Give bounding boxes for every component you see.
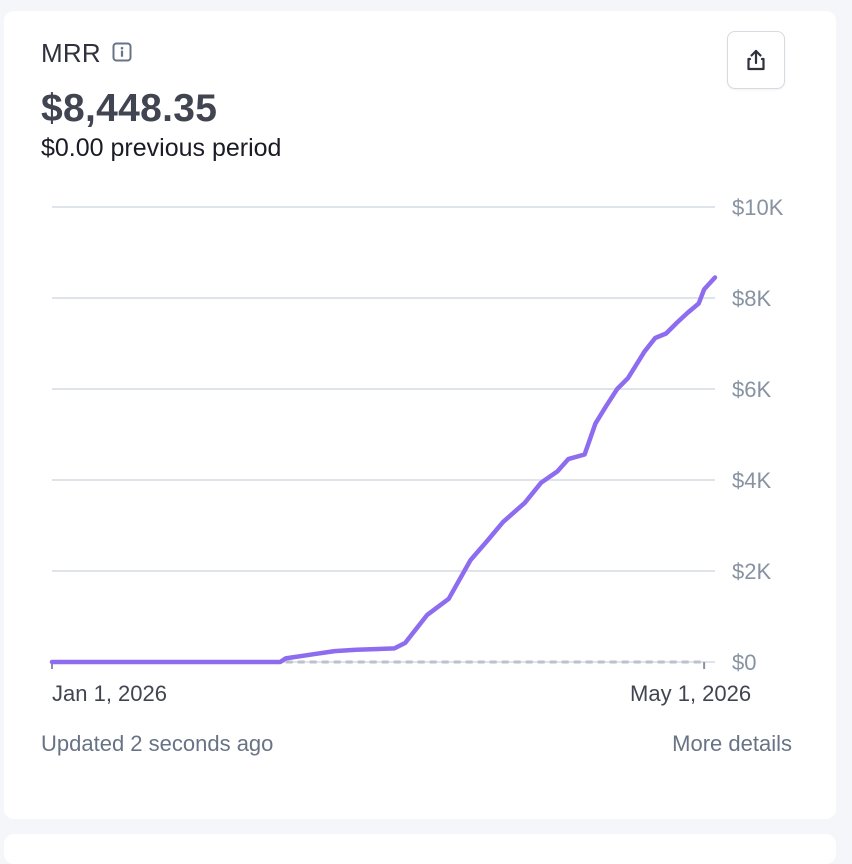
y-tick-label: $4K <box>732 468 771 493</box>
info-icon[interactable] <box>112 42 132 62</box>
x-tick-label: Jan 1, 2026 <box>52 681 167 706</box>
y-tick-label: $0 <box>732 650 756 675</box>
mrr-card <box>4 11 836 819</box>
more-details-link[interactable]: More details <box>672 731 792 756</box>
share-icon <box>747 49 765 71</box>
y-tick-label: $8K <box>732 286 771 311</box>
grid-lines <box>52 206 715 663</box>
updated-status: Updated 2 seconds ago <box>41 731 274 756</box>
y-axis-ticks: $0 $2K $4K $6K $8K $10K <box>732 195 784 675</box>
y-tick-label: $6K <box>732 377 771 402</box>
previous-period: $0.00 previous period <box>41 134 282 162</box>
share-button[interactable] <box>727 31 785 89</box>
x-tick-label: May 1, 2026 <box>630 681 751 706</box>
metric-title: MRR <box>41 38 101 68</box>
metric-value: $8,448.35 <box>41 87 218 130</box>
y-tick-label: $10K <box>732 195 784 220</box>
mrr-chart: $0 $2K $4K $6K $8K $10K Jan 1, 2026 May 1, 202… <box>49 195 784 706</box>
mrr-series-line <box>49 275 718 665</box>
series-lines <box>49 275 718 665</box>
x-axis-ticks: Jan 1, 2026 May 1, 2026 <box>51 662 751 706</box>
y-tick-label: $2K <box>732 559 771 584</box>
